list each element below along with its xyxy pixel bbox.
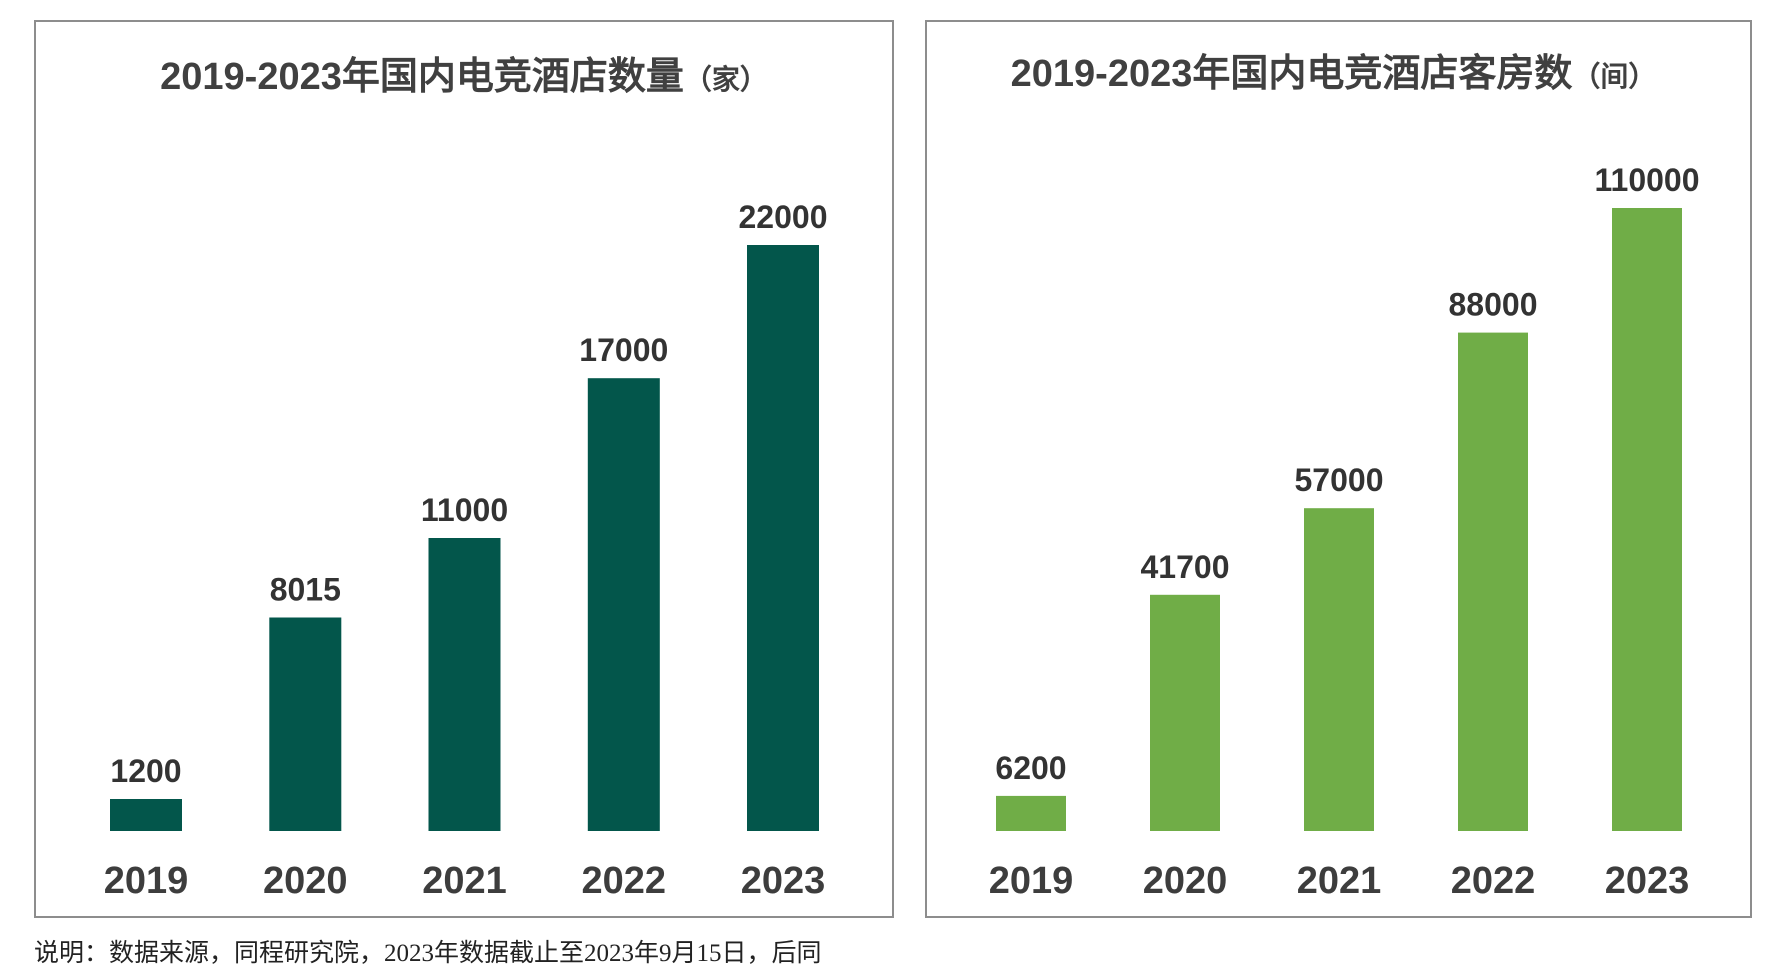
x-tick-label-2023: 2023 — [1605, 860, 1690, 902]
data-label-2020: 41700 — [1141, 549, 1230, 585]
data-label-2020: 8015 — [270, 572, 341, 608]
chart-title-unit: （间） — [1572, 61, 1657, 92]
x-tick-label-2019: 2019 — [989, 860, 1074, 902]
bar-2023 — [1612, 208, 1682, 831]
x-tick-label-2022: 2022 — [582, 860, 667, 902]
chart-title-text: 2019-2023年国内电竞酒店数量 — [160, 56, 684, 98]
chart-title-text: 2019-2023年国内电竞酒店客房数 — [1010, 53, 1573, 95]
x-tick-label-2020: 2020 — [1143, 860, 1228, 902]
chart-panel-esports-hotel-rooms: 2019-2023年国内电竞酒店客房数（间） 6200 2019 41700 2020… — [925, 20, 1752, 918]
data-label-2019: 6200 — [995, 750, 1066, 786]
bar-2020 — [1150, 594, 1220, 831]
data-label-2022: 88000 — [1449, 287, 1538, 323]
bar-2019 — [110, 799, 182, 831]
bar-2021 — [1304, 508, 1374, 831]
bar-2020 — [269, 617, 342, 831]
chart-title: 2019-2023年国内电竞酒店数量（家） — [36, 50, 892, 107]
bar-2022 — [1458, 332, 1528, 831]
x-tick-label-2019: 2019 — [104, 860, 189, 902]
data-label-2021: 11000 — [421, 492, 508, 528]
bar-2019 — [996, 795, 1066, 831]
chart-panel-esports-hotel-count: 2019-2023年国内电竞酒店数量（家） 1200 2019 8015 2020 11… — [34, 20, 894, 918]
bar-2021 — [428, 538, 501, 831]
bar-chart-hotel-count: 1200 2019 8015 2020 11000 2021 17000 2022 22000 2… — [104, 199, 828, 902]
chart-title: 2019-2023年国内电竞酒店客房数（间） — [917, 47, 1750, 104]
data-label-2021: 57000 — [1295, 462, 1384, 498]
data-label-2019: 1200 — [110, 753, 181, 789]
source-note: 说明：数据来源，同程研究院，2023年数据截止至2023年9月15日，后同 — [34, 940, 822, 967]
x-tick-label-2023: 2023 — [741, 860, 826, 902]
bar-chart-room-count: 6200 2019 41700 2020 57000 2021 88000 2022 11000… — [989, 162, 1700, 902]
bar-2023 — [747, 245, 819, 831]
data-label-2023: 22000 — [739, 199, 828, 235]
bar-2022 — [587, 378, 660, 831]
data-label-2022: 17000 — [579, 332, 668, 368]
x-tick-label-2021: 2021 — [422, 860, 507, 902]
chart-title-unit: （家） — [683, 64, 768, 95]
data-label-2023: 110000 — [1594, 162, 1699, 198]
x-tick-label-2020: 2020 — [263, 860, 348, 902]
x-tick-label-2022: 2022 — [1451, 860, 1536, 902]
x-tick-label-2021: 2021 — [1297, 860, 1382, 902]
